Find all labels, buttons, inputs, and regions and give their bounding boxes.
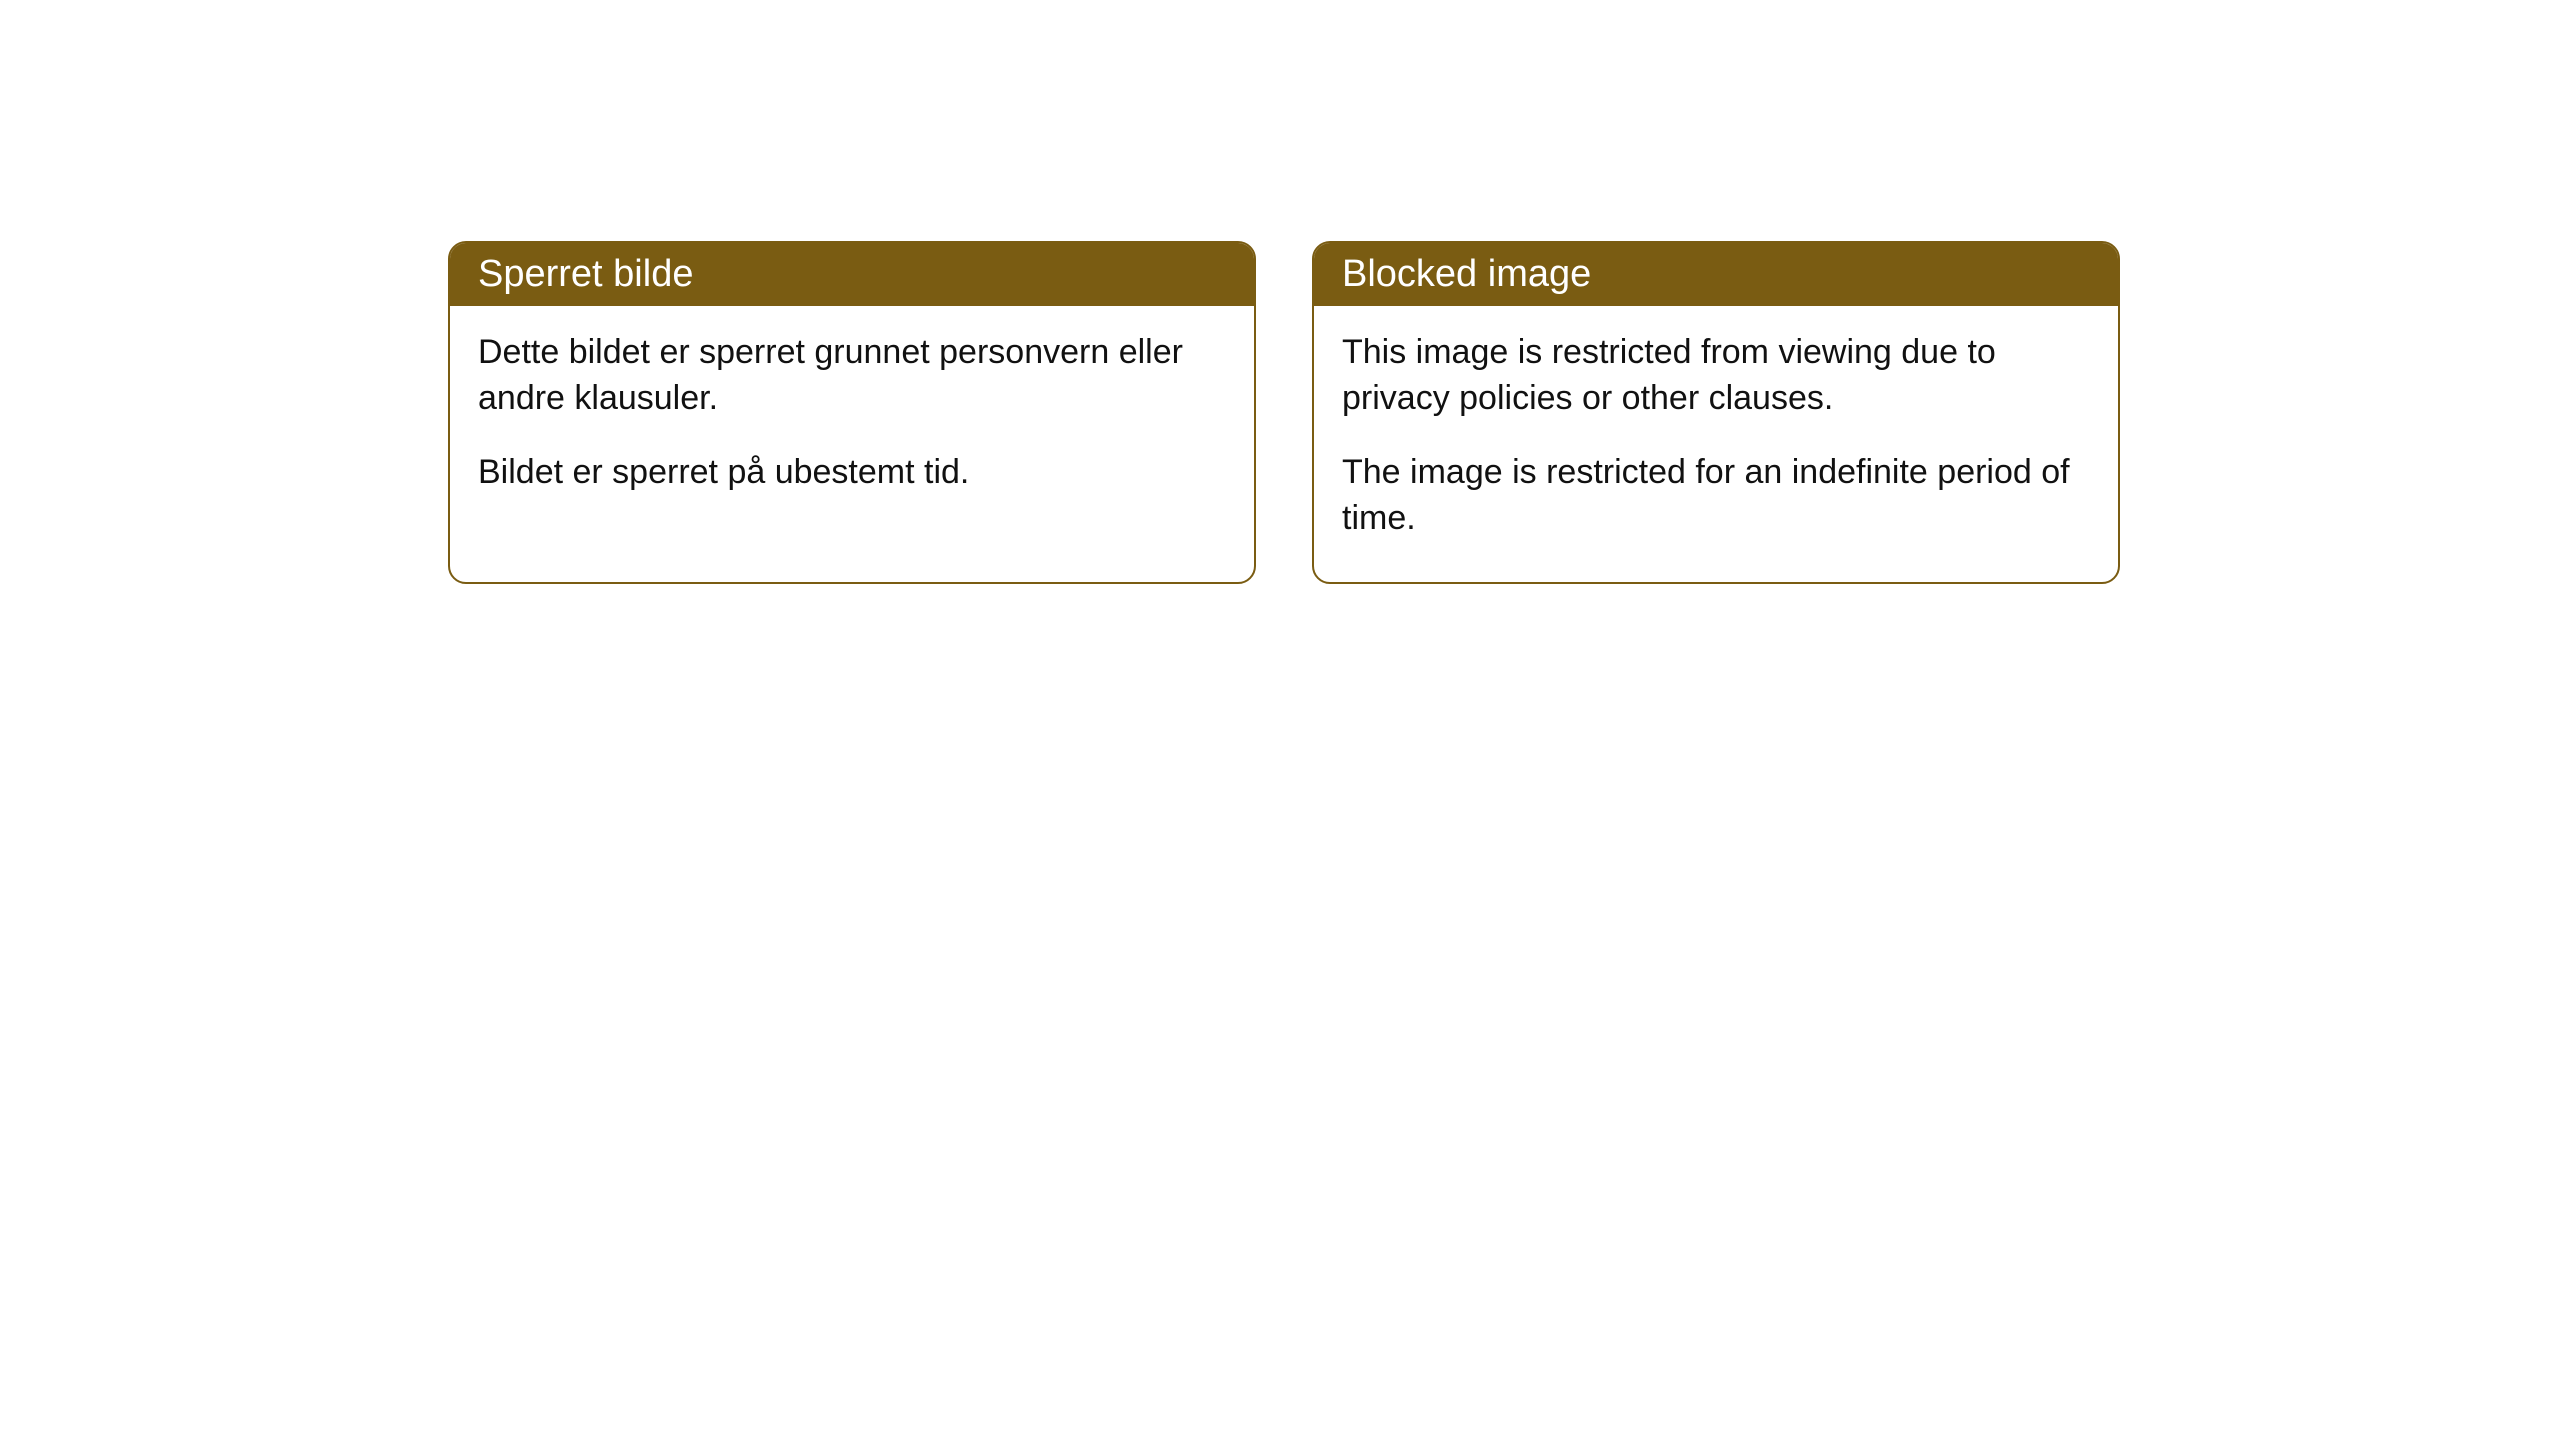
card-body: This image is restricted from viewing du…: [1314, 306, 2118, 582]
cards-container: Sperret bilde Dette bildet er sperret gr…: [448, 241, 2560, 584]
card-body: Dette bildet er sperret grunnet personve…: [450, 306, 1254, 536]
card-paragraph: Dette bildet er sperret grunnet personve…: [478, 330, 1226, 422]
card-paragraph: The image is restricted for an indefinit…: [1342, 450, 2090, 542]
card-paragraph: This image is restricted from viewing du…: [1342, 330, 2090, 422]
blocked-image-card-english: Blocked image This image is restricted f…: [1312, 241, 2120, 584]
card-paragraph: Bildet er sperret på ubestemt tid.: [478, 450, 1226, 496]
card-header: Blocked image: [1314, 243, 2118, 306]
blocked-image-card-norwegian: Sperret bilde Dette bildet er sperret gr…: [448, 241, 1256, 584]
card-header: Sperret bilde: [450, 243, 1254, 306]
